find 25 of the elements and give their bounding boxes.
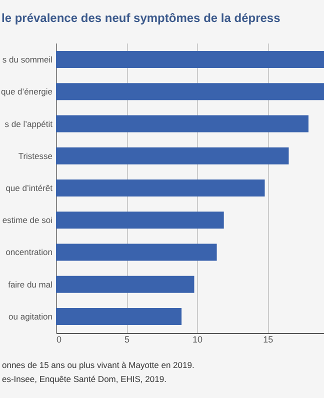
- bar: [56, 115, 308, 132]
- y-tick-label: faire du mal: [8, 279, 53, 290]
- y-tick-label: que d’intérêt: [6, 183, 54, 193]
- bar: [56, 179, 265, 197]
- y-tick-label: ou agitation: [8, 311, 53, 322]
- y-tick-label: que d’énergie: [0, 86, 53, 97]
- x-tick-label: 10: [192, 334, 203, 344]
- bar: [56, 51, 324, 68]
- bar: [56, 83, 324, 100]
- x-tick-label: 5: [124, 334, 130, 344]
- y-tick-label: s de l’appétit: [4, 118, 54, 129]
- text: onnes de 15 ans ou plus vivant à Mayotte en 2019.: [2, 360, 194, 370]
- y-tick-label: s du sommeil: [2, 54, 53, 65]
- y-tick-label: estime de soi: [2, 215, 53, 226]
- x-tick-label: 15: [263, 334, 274, 344]
- bar: [56, 276, 194, 293]
- y-tick-label: oncentration: [6, 247, 53, 258]
- bar: [56, 212, 224, 229]
- y-tick-label: Tristesse: [18, 150, 53, 161]
- bar: [56, 147, 289, 164]
- bar: [56, 244, 217, 261]
- bar: [56, 308, 182, 325]
- chart-title: le prévalence des neuf symptômes de la dépress: [1, 11, 281, 25]
- x-tick-label: 0: [56, 334, 62, 344]
- text: es-Insee, Enquête Santé Dom, EHIS, 2019.: [2, 374, 166, 384]
